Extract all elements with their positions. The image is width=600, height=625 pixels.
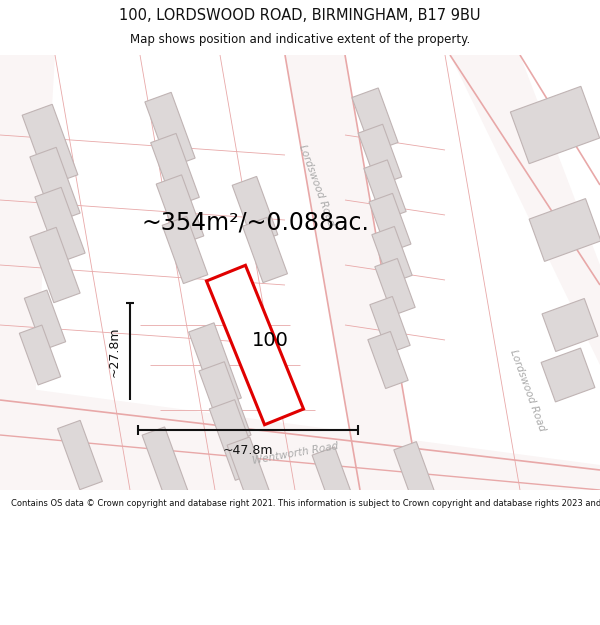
Polygon shape	[242, 217, 287, 282]
Polygon shape	[541, 348, 595, 402]
Polygon shape	[232, 176, 278, 244]
Polygon shape	[188, 322, 241, 408]
Polygon shape	[19, 325, 61, 385]
Polygon shape	[375, 259, 415, 316]
Polygon shape	[162, 216, 208, 284]
Polygon shape	[312, 447, 358, 519]
Polygon shape	[450, 55, 600, 365]
Text: ~47.8m: ~47.8m	[223, 444, 273, 457]
Polygon shape	[0, 385, 600, 490]
Polygon shape	[22, 104, 78, 186]
Polygon shape	[209, 399, 260, 481]
Polygon shape	[30, 228, 80, 302]
Polygon shape	[145, 92, 195, 168]
Text: Map shows position and indicative extent of the property.: Map shows position and indicative extent…	[130, 33, 470, 46]
Text: ~354m²/~0.088ac.: ~354m²/~0.088ac.	[141, 211, 369, 235]
Polygon shape	[370, 296, 410, 354]
Polygon shape	[151, 133, 199, 207]
Polygon shape	[511, 86, 599, 164]
Polygon shape	[352, 88, 398, 152]
Polygon shape	[372, 226, 412, 284]
Polygon shape	[542, 299, 598, 351]
Text: Wentworth Road: Wentworth Road	[251, 441, 339, 466]
Polygon shape	[156, 175, 204, 245]
Text: ~27.8m: ~27.8m	[108, 326, 121, 377]
Text: Contains OS data © Crown copyright and database right 2021. This information is : Contains OS data © Crown copyright and d…	[11, 499, 600, 509]
Polygon shape	[206, 265, 304, 425]
Text: Lordswood Road: Lordswood Road	[509, 348, 547, 432]
Polygon shape	[529, 199, 600, 261]
Polygon shape	[394, 442, 436, 504]
Polygon shape	[30, 148, 80, 222]
Polygon shape	[285, 55, 420, 490]
Text: Lordswood Road: Lordswood Road	[298, 143, 337, 227]
Polygon shape	[368, 331, 408, 389]
Polygon shape	[199, 362, 251, 444]
Polygon shape	[142, 427, 188, 499]
Polygon shape	[25, 290, 65, 350]
Polygon shape	[227, 437, 273, 509]
Polygon shape	[369, 193, 411, 253]
Text: 100, LORDSWOOD ROAD, BIRMINGHAM, B17 9BU: 100, LORDSWOOD ROAD, BIRMINGHAM, B17 9BU	[119, 8, 481, 23]
Polygon shape	[358, 124, 402, 186]
Text: 100: 100	[251, 331, 289, 349]
Polygon shape	[35, 188, 85, 262]
Polygon shape	[364, 160, 406, 220]
Polygon shape	[0, 55, 55, 490]
Polygon shape	[58, 421, 103, 489]
